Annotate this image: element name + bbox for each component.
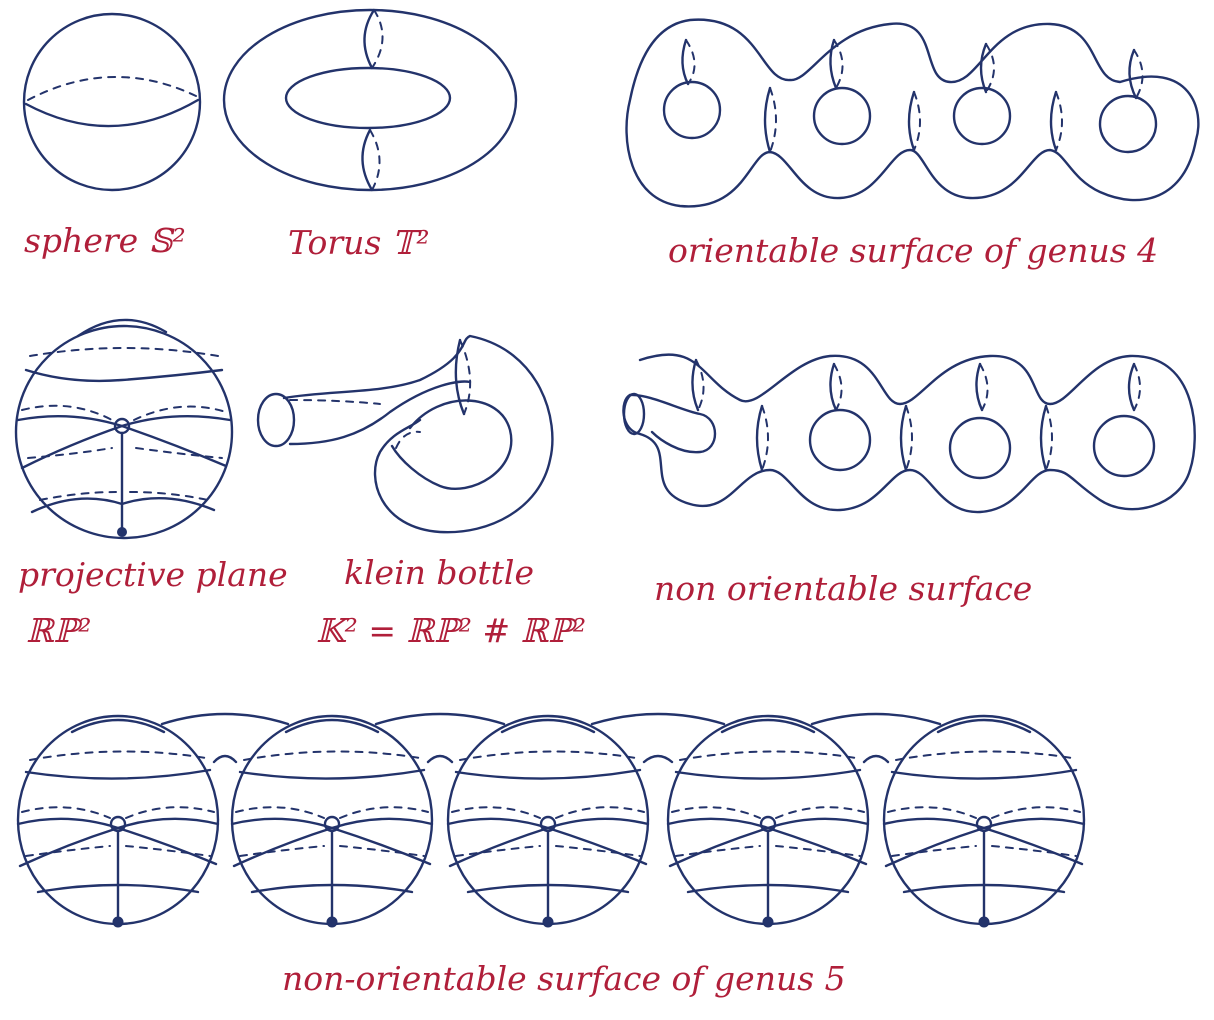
pole-dot — [978, 916, 990, 928]
projective-plane-label: projective plane — [18, 555, 288, 594]
torus-label: Torus 𝕋² — [288, 223, 430, 262]
pole-dot — [117, 527, 127, 537]
non-orientable-surface-drawing — [622, 353, 1196, 514]
connecting-tube — [862, 754, 890, 764]
connecting-tube — [426, 754, 454, 764]
projective-plane-symbol: ℝℙ² — [26, 611, 91, 650]
klein-bottle-label: klein bottle — [344, 553, 534, 592]
genus-5-surface-drawing — [16, 712, 1086, 928]
genus-4-label: orientable surface of genus 4 — [668, 231, 1158, 270]
genus-5-label: non-orientable surface of genus 5 — [282, 959, 846, 998]
crosscap-1 — [16, 714, 220, 928]
pole-dot — [762, 916, 774, 928]
pole-dot — [542, 916, 554, 928]
pole-dot — [112, 916, 124, 928]
crosscap-3 — [446, 714, 650, 928]
torus-drawing — [222, 8, 518, 192]
sphere-drawing — [22, 12, 202, 192]
non-orientable-label: non orientable surface — [654, 569, 1032, 608]
sphere-label: sphere 𝕊² — [24, 221, 186, 260]
klein-bottle-formula: 𝕂² = ℝℙ² # ℝℙ² — [316, 611, 586, 650]
connecting-tube — [374, 712, 506, 726]
genus-4-surface-drawing — [625, 18, 1200, 208]
klein-bottle-drawing — [256, 334, 554, 534]
connecting-tube — [160, 712, 290, 726]
crosscap-5 — [882, 714, 1086, 928]
connecting-tube — [590, 712, 726, 726]
crosscap-4 — [666, 714, 870, 928]
connecting-tube — [810, 712, 942, 726]
connecting-tube — [642, 754, 674, 764]
projective-plane-drawing — [14, 318, 234, 540]
connecting-tube — [212, 754, 238, 764]
crosscap-2 — [230, 714, 434, 928]
pole-dot — [326, 916, 338, 928]
